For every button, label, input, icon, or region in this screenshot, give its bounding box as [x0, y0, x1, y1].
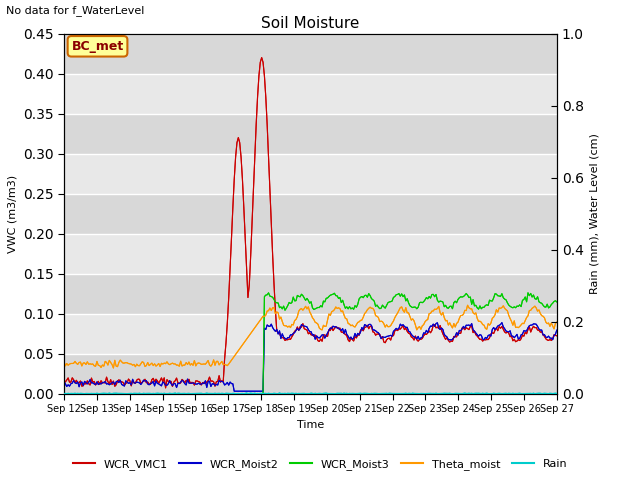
Legend: WCR_VMC1, WCR_Moist2, WCR_Moist3, Theta_moist, Rain: WCR_VMC1, WCR_Moist2, WCR_Moist3, Theta_…	[68, 455, 572, 474]
Bar	[64, 313, 557, 354]
Bar	[64, 193, 557, 234]
Bar	[64, 154, 557, 193]
Y-axis label: VWC (m3/m3): VWC (m3/m3)	[7, 175, 17, 252]
Bar	[64, 73, 557, 114]
X-axis label: Time: Time	[297, 420, 324, 430]
Y-axis label: Rain (mm), Water Level (cm): Rain (mm), Water Level (cm)	[589, 133, 599, 294]
Bar	[64, 274, 557, 313]
Bar	[64, 354, 557, 394]
Bar	[64, 234, 557, 274]
Text: No data for f_WaterLevel: No data for f_WaterLevel	[6, 5, 145, 16]
Bar	[64, 114, 557, 154]
Title: Soil Moisture: Soil Moisture	[261, 16, 360, 31]
Bar	[64, 34, 557, 73]
Text: BC_met: BC_met	[72, 40, 124, 53]
